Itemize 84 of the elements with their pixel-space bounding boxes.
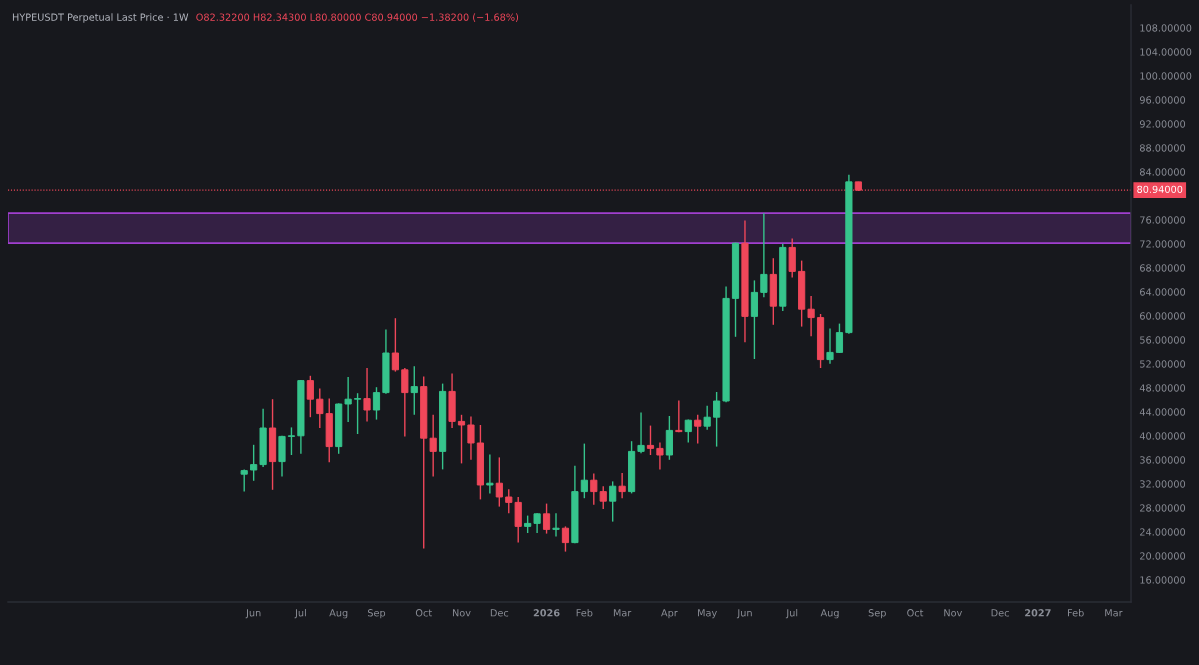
candlestick xyxy=(401,367,409,438)
x-tick-label: Jul xyxy=(294,608,306,619)
candlestick xyxy=(580,442,588,499)
y-tick-label: 24.00000 xyxy=(1140,528,1186,536)
x-tick-label: May xyxy=(698,609,717,619)
y-tick-label: 40.00000 xyxy=(1139,432,1186,440)
x-tick-label: Aug xyxy=(820,609,839,619)
candlestick xyxy=(372,386,381,421)
x-tick-label: Oct xyxy=(907,609,924,617)
candlestick xyxy=(713,391,721,448)
candlestick xyxy=(618,472,626,499)
y-tick-label: 88.00000 xyxy=(1139,144,1186,152)
candlestick xyxy=(240,468,248,493)
candlestick xyxy=(391,317,399,373)
candlestick xyxy=(646,424,655,456)
x-tick-label: Dec xyxy=(991,609,1009,617)
x-tick-label: Feb xyxy=(576,608,593,617)
x-tick-label: Feb xyxy=(1068,608,1084,617)
y-tick-label: 92.00000 xyxy=(1139,120,1186,128)
x-tick-label: Nov xyxy=(452,609,471,617)
x-tick-label: Jun xyxy=(245,609,261,619)
x-tick-label: 2027 xyxy=(1025,609,1051,617)
x-tick-label: Dec xyxy=(490,609,509,617)
x-tick-label: Apr xyxy=(661,609,678,619)
x-tick-label: Mar xyxy=(1105,609,1123,617)
candlestick xyxy=(807,295,815,337)
candlestick xyxy=(826,327,834,365)
text: HYPEUSDT Perpetual Last Price · 1W xyxy=(12,13,189,23)
candlestick xyxy=(788,237,796,279)
candlestick xyxy=(467,415,475,461)
y-tick-label: 52.00000 xyxy=(1140,360,1186,368)
y-tick-label: 76.00000 xyxy=(1140,216,1186,224)
x-tick-label: Sep xyxy=(367,609,386,619)
candlestick xyxy=(410,365,418,416)
y-tick-label: 36.00000 xyxy=(1140,456,1186,464)
y-tick-label: 56.00000 xyxy=(1140,336,1186,344)
candlestick xyxy=(250,444,258,482)
y-tick-label: 104.00000 xyxy=(1140,48,1192,56)
candlestick xyxy=(429,414,437,478)
candlestick xyxy=(344,376,352,423)
y-tick-label: 16.00000 xyxy=(1140,576,1186,584)
candlestick xyxy=(542,502,551,535)
y-tick-label: 32.00000 xyxy=(1140,480,1186,488)
y-tick-label: 48.00000 xyxy=(1139,384,1186,392)
y-tick-label: 60.00000 xyxy=(1140,312,1186,320)
candlestick xyxy=(750,279,759,360)
candlestick xyxy=(561,525,570,553)
x-tick-label: Jul xyxy=(785,608,798,619)
y-tick-label: 84.00000 xyxy=(1139,168,1186,176)
x-tick-label: Mar xyxy=(613,609,632,617)
y-tick-label: 108.00000 xyxy=(1140,24,1192,32)
y-tick-label: 72.00000 xyxy=(1140,240,1186,248)
candlestick xyxy=(637,411,645,454)
candlestick xyxy=(760,212,768,298)
candlestick xyxy=(495,456,503,508)
candlestick xyxy=(287,426,296,456)
x-tick-label: Aug xyxy=(329,609,348,619)
y-tick-label: 100.00000 xyxy=(1140,72,1192,80)
y-tick-label: 96.00000 xyxy=(1139,96,1186,104)
y-tick-label: 64.00000 xyxy=(1140,288,1186,296)
candlestick xyxy=(353,392,362,435)
y-tick-label: 20.00000 xyxy=(1140,552,1186,560)
candlestick xyxy=(457,414,466,465)
candlestick xyxy=(363,367,371,423)
candlestick xyxy=(609,480,617,523)
x-tick-label: Sep xyxy=(868,609,886,619)
x-tick-label: Oct xyxy=(415,609,432,617)
candlestick xyxy=(656,441,664,471)
x-tick-label: Nov xyxy=(944,609,963,617)
candlestick xyxy=(486,453,494,495)
candlestick xyxy=(694,414,702,445)
x-tick-label: Jun xyxy=(736,609,752,619)
x-tick-label: 2026 xyxy=(533,609,560,617)
candlestick xyxy=(306,375,314,418)
candlestick xyxy=(552,512,560,538)
candlestick xyxy=(835,322,844,354)
y-tick-label: 44.00000 xyxy=(1139,408,1186,416)
candlestick xyxy=(533,512,541,534)
y-tick-label: 28.00000 xyxy=(1140,504,1186,512)
text: O82.32200 H82.34300 L80.80000 C80.94000 −1.38200 (−1.68%) xyxy=(196,13,519,22)
candlestick xyxy=(675,399,683,433)
ref-line-label: 80.94000 xyxy=(1137,185,1183,193)
y-tick-label: 68.00000 xyxy=(1140,264,1186,272)
candlestick xyxy=(703,405,711,431)
